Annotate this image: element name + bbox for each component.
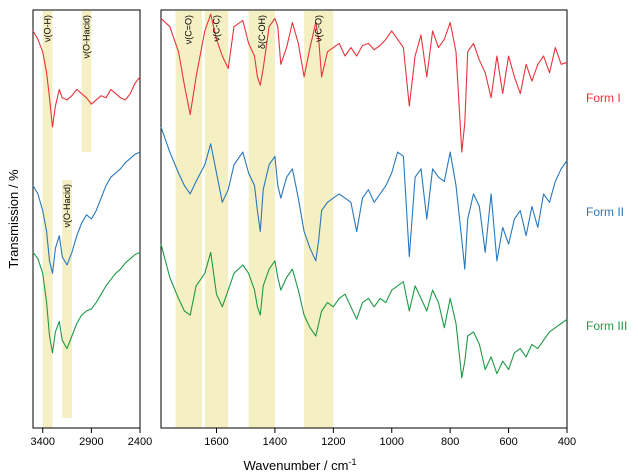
band-label: ν(O-Hacid)	[62, 184, 72, 228]
band-label: ν(C-O)	[314, 15, 324, 42]
series-line-form-iii	[160, 243, 568, 379]
band-label: ν(O-Hacid)	[82, 15, 92, 59]
series-line-form-ii	[160, 126, 568, 270]
panel-frames	[32, 9, 568, 429]
series-labels: Form I Form II Form III	[586, 91, 627, 333]
series-label: Form II	[586, 205, 624, 219]
band-label: δ(C-OH)	[257, 15, 267, 49]
x-tick-label: 1200	[321, 436, 345, 448]
series-lines	[32, 13, 568, 379]
band-highlight	[175, 11, 202, 428]
x-tick-label: 2400	[128, 436, 152, 448]
x-axis-label: Wavenumber / cm-1	[243, 457, 356, 473]
x-axis-label-main: Wavenumber / cm	[243, 458, 348, 473]
band-labels: ν(O-H) ν(O-Hacid) ν(O-Hacid) ν(C=O) ν(C-C) δ(…	[43, 15, 324, 228]
band-highlight	[204, 11, 229, 428]
right-panel-frame	[160, 9, 568, 429]
left-panel-frame	[32, 9, 141, 429]
x-tick-label: 600	[499, 436, 517, 448]
band-label: ν(C-C)	[211, 15, 221, 42]
series-label: Form I	[586, 91, 621, 105]
x-tick-label: 1400	[263, 436, 287, 448]
x-tick-label: 400	[558, 436, 576, 448]
band-highlight	[62, 180, 72, 418]
x-axis-label-superscript: -1	[348, 457, 356, 467]
band-label: ν(O-H)	[43, 15, 53, 42]
x-tick-label: 800	[441, 436, 459, 448]
band-highlight	[248, 11, 275, 428]
band-highlight	[42, 11, 53, 428]
series-line-form-ii	[32, 151, 141, 274]
x-tick-label: 2900	[79, 436, 103, 448]
series-line-form-i	[160, 13, 568, 153]
band-highlight	[81, 11, 92, 152]
y-axis-label: Transmission / %	[6, 169, 21, 269]
axis-ticks: 3400 2900 2400 1600 1400 1200 1000 800 600 400	[30, 428, 576, 448]
x-tick-label: 1000	[380, 436, 404, 448]
x-tick-label: 1600	[204, 436, 228, 448]
series-line-form-iii	[32, 251, 141, 354]
series-line-form-i	[32, 30, 141, 128]
band-highlight	[304, 11, 334, 428]
series-label: Form III	[586, 319, 627, 333]
band-highlights	[42, 11, 334, 428]
band-label: ν(C=O)	[184, 15, 194, 44]
x-tick-label: 3400	[30, 436, 54, 448]
